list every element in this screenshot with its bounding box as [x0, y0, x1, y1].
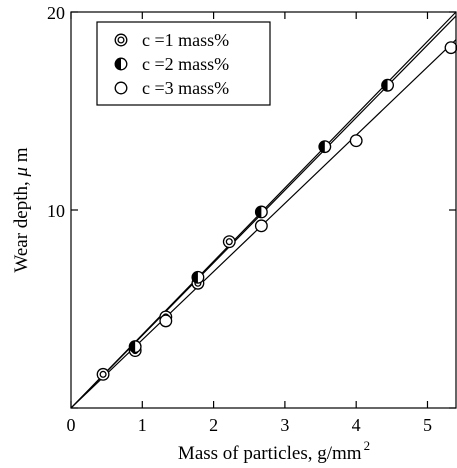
data-point-s2-2: [191, 270, 205, 284]
y-tick-label: 10: [47, 201, 65, 221]
data-point-s3-4: [444, 41, 457, 55]
data-point-s3-1: [159, 314, 173, 328]
y-axis-label: Wear depth, μ m: [11, 147, 32, 272]
axis-tick-labels: 0 1 2 3 4 5 10 20: [47, 3, 432, 435]
axis-ticks: [70, 11, 456, 409]
data-point-s1-1: [96, 367, 110, 381]
legend: c =1 mass% c =2 mass% c =3 mass%: [96, 21, 271, 106]
x-tick-label: 5: [423, 415, 432, 435]
y-tick-label: 20: [47, 3, 65, 23]
x-axis-label: Mass of particles, g/mm 2: [178, 438, 370, 464]
data-point-s3-3: [349, 134, 363, 148]
data-point-s2-3: [254, 205, 268, 219]
legend-marker-1: [114, 33, 128, 47]
legend-marker-2: [114, 57, 128, 71]
x-tick-label: 3: [280, 415, 289, 435]
legend-label-3: c =3 mass%: [142, 78, 229, 98]
x-tick-label: 0: [67, 415, 76, 435]
legend-label-2: c =2 mass%: [142, 54, 229, 74]
x-tick-label: 4: [352, 415, 361, 435]
data-point-s2-5: [381, 78, 395, 92]
data-point-s3-2: [254, 219, 268, 233]
data-point-s1-5: [222, 235, 236, 249]
data-point-s2-4: [318, 140, 332, 154]
x-tick-label: 1: [138, 415, 147, 435]
legend-marker-3: [114, 81, 128, 95]
legend-label-1: c =1 mass%: [142, 30, 229, 50]
data-points: [96, 41, 457, 381]
x-tick-label: 2: [209, 415, 218, 435]
legend-items: c =1 mass% c =2 mass% c =3 mass%: [114, 30, 229, 98]
data-point-s2-1: [128, 340, 142, 354]
